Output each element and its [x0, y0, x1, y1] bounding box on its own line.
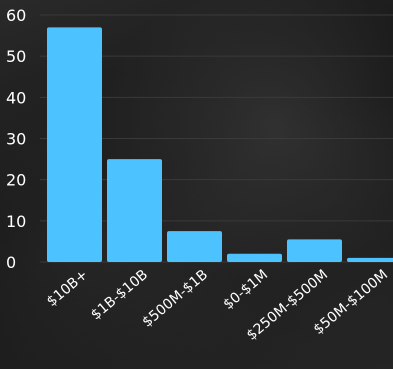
y-axis-ticks: 0 10 20 30 40 50 60: [6, 6, 26, 272]
x-tick-label: $500M-$1B: [139, 267, 211, 331]
x-tick-label: $0-$1M: [220, 267, 271, 313]
bar: [287, 239, 342, 262]
y-tick-label: 40: [6, 88, 26, 107]
y-tick-label: 0: [6, 253, 16, 272]
bar: [167, 231, 222, 262]
y-tick-label: 50: [6, 47, 26, 66]
y-tick-label: 10: [6, 212, 26, 231]
bar: [107, 159, 162, 262]
y-tick-label: 20: [6, 171, 26, 190]
bar: [347, 257, 393, 262]
bars: [47, 27, 393, 262]
x-tick-label: $1B-$10B: [88, 267, 151, 323]
bar: [47, 27, 102, 262]
x-tick-label: $10B+: [44, 267, 91, 310]
y-tick-label: 60: [6, 6, 26, 25]
x-axis-ticks: $10B+$1B-$10B$500M-$1B $0-$1M$250M-$500M$…: [44, 267, 391, 344]
y-tick-label: 30: [6, 130, 26, 149]
bar: [227, 253, 282, 262]
